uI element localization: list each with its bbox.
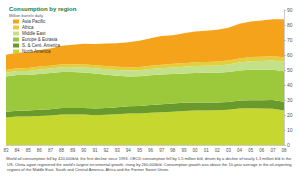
svg-text:Europe & Eurasia: Europe & Eurasia (22, 37, 58, 42)
svg-text:40: 40 (287, 82, 293, 88)
svg-text:87: 87 (48, 148, 54, 153)
svg-text:Middle East: Middle East (22, 31, 46, 36)
svg-text:07: 07 (270, 148, 276, 153)
svg-text:89: 89 (70, 148, 76, 153)
svg-text:06: 06 (259, 148, 265, 153)
svg-text:30: 30 (287, 97, 293, 103)
svg-text:98: 98 (170, 148, 176, 153)
svg-text:70: 70 (287, 37, 293, 43)
svg-text:20: 20 (287, 112, 293, 118)
svg-text:North America: North America (22, 49, 51, 54)
svg-text:80: 80 (287, 22, 293, 28)
svg-text:03: 03 (226, 148, 232, 153)
svg-text:85: 85 (26, 148, 32, 153)
svg-text:94: 94 (126, 148, 132, 153)
svg-text:Consumption by region: Consumption by region (9, 6, 77, 12)
svg-text:10: 10 (287, 127, 293, 133)
svg-text:Asia Pacific: Asia Pacific (22, 19, 46, 24)
svg-text:Africa: Africa (22, 25, 34, 30)
svg-text:regions of the Middle East, So: regions of the Middle East, South and Ce… (6, 167, 169, 172)
svg-text:60: 60 (287, 52, 293, 58)
svg-text:World oil consumption fell by: World oil consumption fell by 420,000b/d… (6, 156, 292, 161)
svg-text:00: 00 (193, 148, 199, 153)
svg-text:05: 05 (248, 148, 254, 153)
svg-text:US. China again registered the: US. China again registered the world's l… (6, 162, 291, 167)
svg-text:93: 93 (115, 148, 121, 153)
svg-text:04: 04 (237, 148, 243, 153)
svg-text:83: 83 (3, 148, 9, 153)
svg-text:96: 96 (148, 148, 154, 153)
svg-text:Million barrels daily: Million barrels daily (9, 13, 43, 18)
svg-text:02: 02 (215, 148, 221, 153)
svg-text:95: 95 (137, 148, 143, 153)
svg-text:92: 92 (104, 148, 110, 153)
svg-text:91: 91 (92, 148, 98, 153)
svg-text:99: 99 (181, 148, 187, 153)
svg-text:90: 90 (287, 7, 293, 13)
svg-text:01: 01 (204, 148, 210, 153)
svg-text:84: 84 (15, 148, 21, 153)
svg-text:08: 08 (281, 148, 287, 153)
svg-text:S. & Cent. America: S. & Cent. America (22, 43, 61, 48)
svg-text:50: 50 (287, 67, 293, 73)
svg-text:0: 0 (287, 142, 290, 148)
svg-text:88: 88 (59, 148, 65, 153)
svg-text:86: 86 (37, 148, 43, 153)
svg-text:90: 90 (81, 148, 87, 153)
svg-text:97: 97 (159, 148, 165, 153)
